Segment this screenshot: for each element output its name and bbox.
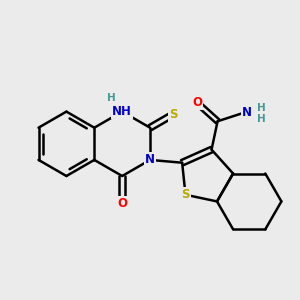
Text: N: N <box>145 153 155 167</box>
Text: O: O <box>117 197 127 210</box>
Text: H: H <box>107 93 116 103</box>
Text: H: H <box>257 103 266 113</box>
Text: H: H <box>257 114 266 124</box>
Text: N: N <box>242 106 252 119</box>
Text: S: S <box>181 188 190 201</box>
Text: S: S <box>169 108 178 121</box>
Text: NH: NH <box>112 105 132 118</box>
Text: O: O <box>192 97 202 110</box>
